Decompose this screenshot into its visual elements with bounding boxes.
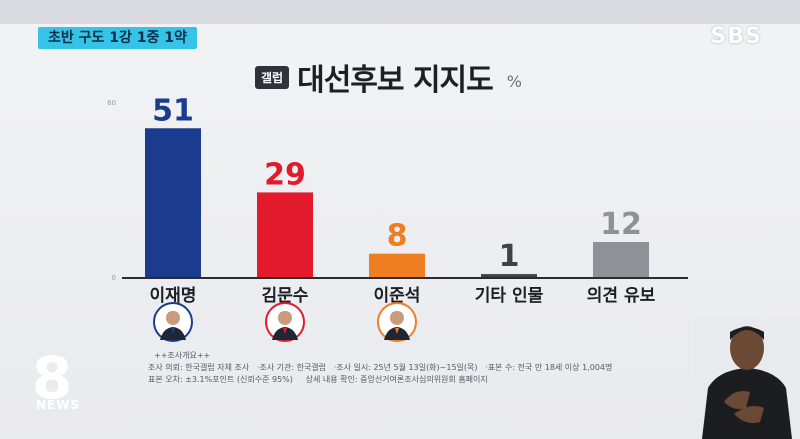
candidate-1-avatar — [153, 302, 193, 342]
bar — [481, 274, 537, 277]
category-label: 이재명 — [150, 286, 197, 306]
bar — [369, 253, 425, 277]
category-label: 의견 유보 — [587, 286, 656, 306]
sign-language-interpreter-icon — [694, 318, 800, 439]
unit-label: % — [506, 71, 522, 91]
candidate-3-avatar — [377, 302, 417, 342]
survey-notes-line-2: 표본 오차: ±3.1%포인트 (신뢰수준 95%) 상세 내용 확인: 중앙선… — [148, 374, 612, 386]
chart-title: 대선후보 지지도 — [297, 63, 494, 98]
bar — [145, 128, 201, 277]
candidate-2-avatar — [265, 302, 305, 342]
category-label: 기타 인물 — [475, 286, 544, 306]
category-label: 김문수 — [262, 286, 309, 306]
survey-notes-line-1: 조사 의뢰: 한국갤럽 자체 조사 ·조사 기관: 한국갤럽 ·조사 일시: 2… — [148, 362, 612, 374]
note-detail: 상세 내용 확인: 중앙선거여론조사심의위원회 홈페이지 — [305, 375, 488, 384]
note-agency: ·조사 기관: 한국갤럽 — [256, 363, 327, 372]
bar — [257, 192, 313, 277]
data-label: 51 — [152, 93, 194, 128]
headline-tag: 초반 구도 1강 1중 1약 — [38, 27, 197, 49]
data-label: 12 — [600, 207, 642, 242]
note-sample: ·표본 수: 전국 만 18세 이상 1,004명 — [485, 363, 613, 372]
source-badge: 갤럽 — [255, 65, 290, 89]
survey-notes: ++조사개요++ 조사 의뢰: 한국갤럽 자체 조사 ·조사 기관: 한국갤럽 … — [148, 350, 612, 386]
y-tick-label: 0 — [112, 274, 116, 282]
data-label: 29 — [264, 157, 306, 192]
data-label: 8 — [387, 219, 408, 254]
note-error: 표본 오차: ±3.1%포인트 (신뢰수준 95%) — [148, 375, 293, 384]
news-label: NEWS — [36, 398, 81, 412]
note-dates: ·조사 일시: 25년 5월 13일(화)~15일(목) — [333, 363, 478, 372]
board-top-strip — [0, 0, 800, 24]
news-8-glyph: 8 — [32, 344, 72, 412]
data-label: 1 — [499, 239, 520, 274]
survey-notes-heading: ++조사개요++ — [154, 351, 211, 360]
y-tick-label: 60 — [107, 99, 116, 107]
bar — [593, 242, 649, 277]
sbs-logo: SBS — [710, 24, 762, 49]
chart-title-group: 갤럽 대선후보 지지도 % — [255, 60, 522, 98]
category-label: 이준석 — [374, 286, 421, 306]
sbs-8-news-logo-icon: 8 — [32, 344, 72, 412]
bar-chart: 60 0 51 이재명 29 김문수 8 이준석 1 기타 인물 12 의견 유보 — [107, 93, 656, 306]
note-requester: 조사 의뢰: 한국갤럽 자체 조사 — [148, 363, 250, 372]
